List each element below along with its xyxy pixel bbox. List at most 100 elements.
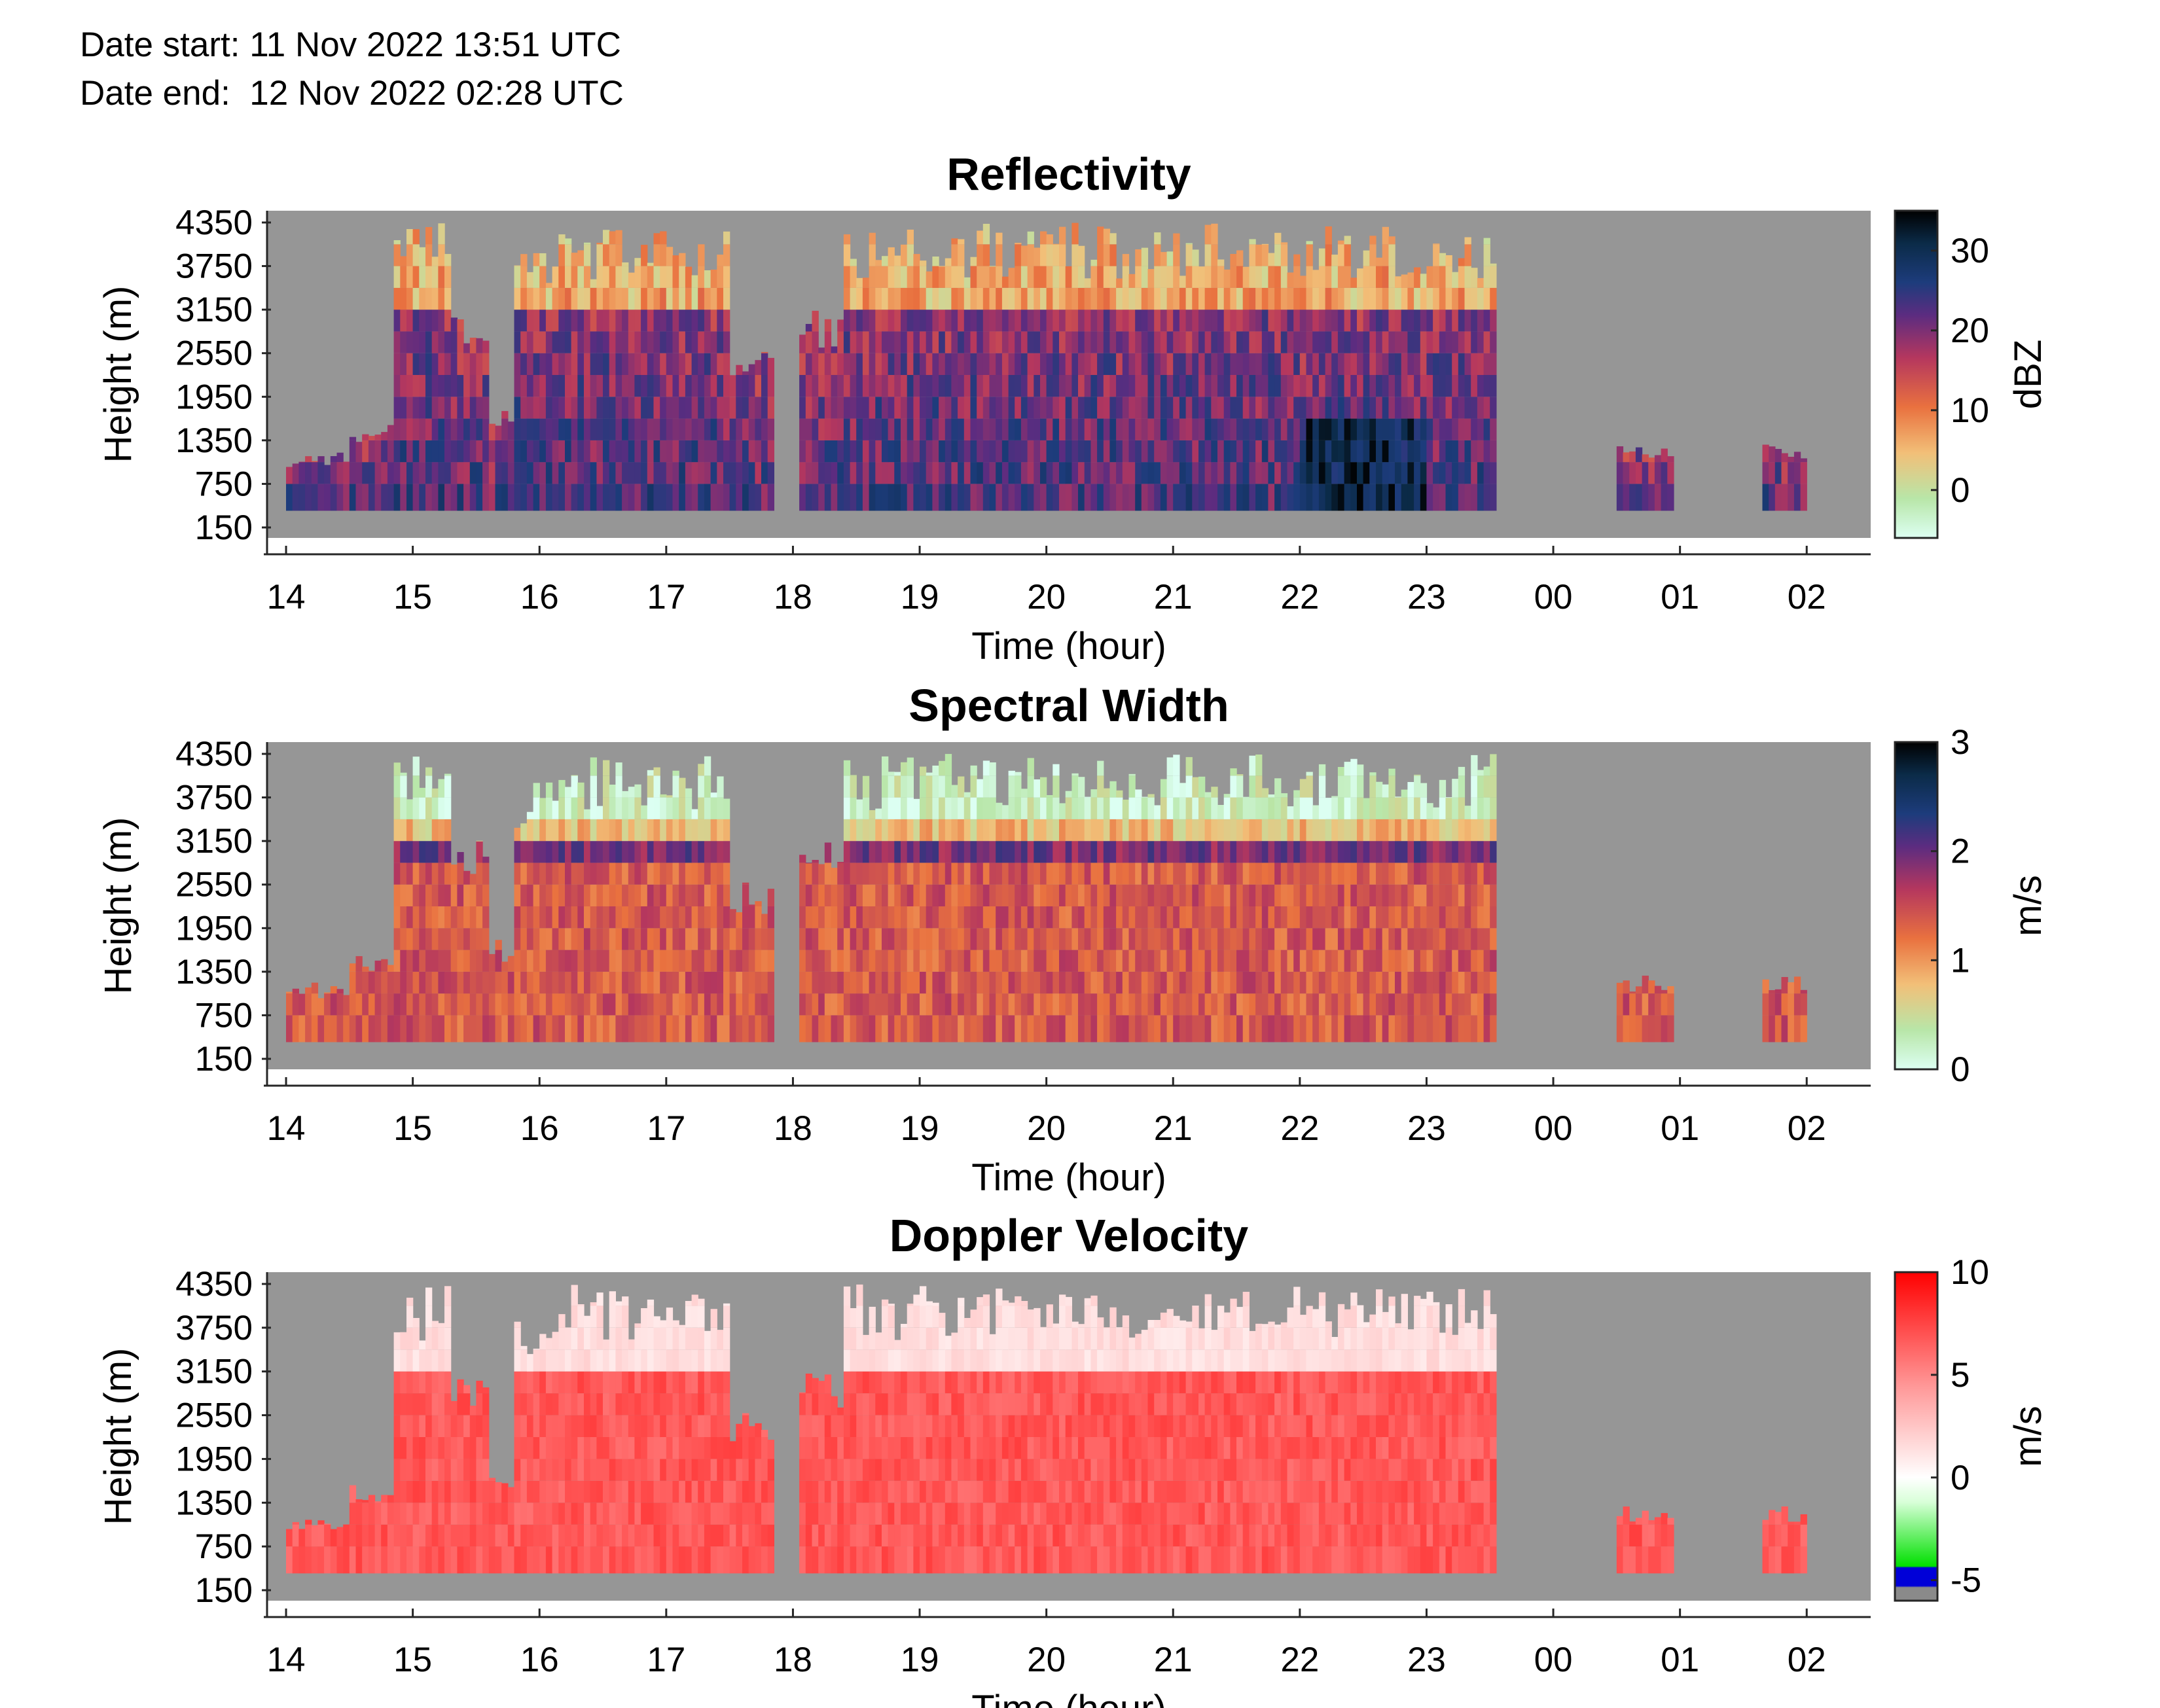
heatmap-cell [723,1524,730,1547]
heatmap-cell [1249,353,1256,375]
heatmap-cell [1103,353,1111,375]
heatmap-cell [742,906,749,929]
heatmap-cell [1299,1015,1307,1042]
heatmap-cell [520,287,528,310]
heatmap-cell [888,971,895,994]
heatmap-cell [533,971,540,994]
heatmap-cell [495,1482,502,1503]
heatmap-cell [1261,841,1269,863]
heatmap-cell [1280,797,1288,819]
heatmap-cell [406,1524,414,1547]
heatmap-cell [1217,1015,1225,1042]
heatmap-cell [1445,353,1452,375]
heatmap-cell [1312,310,1320,332]
heatmap-cell [1071,993,1079,1016]
heatmap-cell [647,1349,655,1372]
heatmap-cell [412,418,420,440]
heatmap-cell [1217,418,1225,440]
heatmap-cell [571,310,578,332]
heatmap-cell [368,971,376,994]
heatmap-cell [799,1415,806,1437]
heatmap-cell [1261,971,1269,994]
heatmap-cell [1128,841,1136,863]
heatmap-cell [526,272,534,288]
heatmap-cell [982,224,990,245]
heatmap-cell [862,440,870,463]
heatmap-cell [1008,797,1015,819]
heatmap-cell [450,864,458,885]
heatmap-cell [324,992,331,994]
heatmap-cell [641,462,648,484]
heatmap-cell [444,1327,452,1350]
heatmap-cell [628,1503,636,1525]
heatmap-cell [469,1015,477,1042]
heatmap-cell [1420,819,1428,842]
heatmap-cell [609,863,616,885]
heatmap-cell [1185,397,1193,419]
heatmap-cell [939,462,946,484]
y-tick-label: 3750 [175,779,253,817]
heatmap-cell [913,397,920,419]
heatmap-cell [856,277,863,288]
heatmap-cell [539,1371,547,1394]
heatmap-cell [533,1480,540,1503]
heatmap-cell [565,238,572,245]
heatmap-cell [1280,484,1288,511]
heatmap-cell [444,819,452,842]
heatmap-cell [1046,440,1053,463]
heatmap-cell [698,1415,705,1437]
heatmap-cell [1369,841,1377,863]
heatmap-cell [958,1015,965,1042]
heatmap-cell [1141,331,1149,353]
heatmap-cell [603,418,610,440]
heatmap-cell [799,1546,806,1574]
heatmap-cell [1160,928,1168,950]
heatmap-cell [431,797,439,819]
heatmap-cell [1439,310,1447,332]
heatmap-cell [400,1480,407,1503]
heatmap-cell [1420,310,1428,332]
heatmap-cell [444,1503,452,1525]
heatmap-cell [609,1393,616,1415]
heatmap-cell [685,397,693,419]
heatmap-cell [628,375,636,397]
heatmap-cell [1629,451,1636,463]
heatmap-cell [704,841,711,863]
heatmap-cell [1185,353,1193,375]
heatmap-cell [736,1524,743,1547]
heatmap-cell [1128,906,1136,929]
heatmap-cell [812,1437,819,1459]
heatmap-cell [1458,484,1466,511]
heatmap-cell [698,310,705,332]
heatmap-cell [1141,863,1149,885]
heatmap-cell [1020,906,1028,929]
heatmap-cell [691,1371,698,1394]
heatmap-cell [1249,841,1256,863]
heatmap-cell [882,256,889,266]
heatmap-cell [1160,779,1168,798]
heatmap-cell [596,331,603,353]
heatmap-cell [723,906,730,929]
heatmap-cell [710,287,717,310]
heatmap-cell [982,266,990,288]
heatmap-cell [558,797,566,819]
heatmap-cell [704,375,711,397]
heatmap-cell [603,906,610,929]
heatmap-cell [1483,1015,1490,1042]
heatmap-cell [698,1015,705,1042]
heatmap-cell [805,397,813,419]
heatmap-cell [888,247,895,266]
heatmap-cell [945,884,952,906]
heatmap-cell [1192,971,1199,994]
heatmap-cell [1312,462,1320,484]
heatmap-cell [596,243,603,245]
heatmap-cell [666,247,674,266]
heatmap-cell [685,1327,693,1350]
heatmap-cell [1407,819,1414,842]
heatmap-cell [641,1524,648,1547]
heatmap-cell [374,462,382,484]
heatmap-cell [742,371,749,375]
heatmap-cell [1325,993,1332,1016]
heatmap-cell [1376,884,1383,906]
heatmap-cell [856,310,863,332]
